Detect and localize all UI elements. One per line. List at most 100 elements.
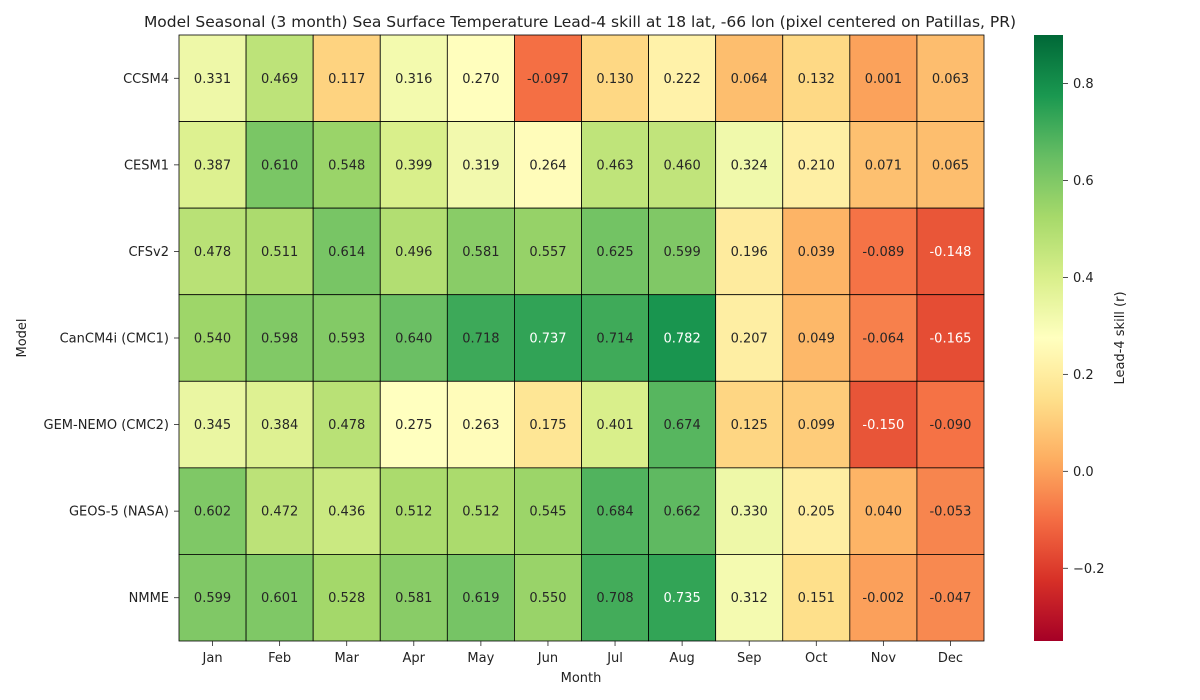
colorbar-tick-label: 0.0 — [1073, 465, 1094, 480]
cell-value-label: 0.387 — [194, 158, 231, 173]
x-tick-label: Sep — [737, 651, 762, 666]
colorbar-tick-label: 0.8 — [1073, 77, 1094, 92]
heatmap-cell — [715, 467, 784, 555]
heatmap-cell — [581, 380, 649, 469]
x-tick-label: Nov — [871, 651, 897, 666]
heatmap-cell — [849, 121, 918, 209]
x-tick-label: Apr — [403, 651, 426, 666]
heatmap-cell — [581, 294, 649, 382]
y-tick-label: CESM1 — [124, 158, 169, 173]
heatmap-cell — [782, 34, 851, 122]
heatmap-cell — [782, 554, 851, 642]
cell-value-label: 0.512 — [462, 505, 499, 520]
cell-value-label: 0.478 — [194, 245, 231, 260]
cell-value-label: 0.782 — [664, 332, 701, 347]
heatmap-cell — [782, 121, 851, 209]
heatmap-cell — [648, 121, 717, 209]
cell-value-label: 0.071 — [865, 158, 902, 173]
cell-value-label: -0.089 — [862, 245, 904, 260]
heatmap-cell — [849, 294, 918, 382]
cell-value-label: 0.125 — [731, 418, 768, 433]
cell-value-label: 0.598 — [261, 332, 298, 347]
colorbar-tick-label: 0.6 — [1073, 174, 1094, 189]
colorbar-tick-label: −0.2 — [1073, 562, 1105, 577]
cell-value-label: 0.049 — [798, 332, 835, 347]
cell-value-label: 0.708 — [596, 591, 633, 606]
cell-value-label: 0.270 — [462, 72, 499, 87]
cell-value-label: 0.614 — [328, 245, 365, 260]
heatmap-cell — [916, 554, 985, 642]
chart-title: Model Seasonal (3 month) Sea Surface Tem… — [144, 13, 1016, 31]
y-tick-label: NMME — [129, 591, 169, 606]
heatmap-cell — [849, 207, 918, 296]
cell-value-label: 0.512 — [395, 505, 432, 520]
x-tick-label: Jan — [202, 651, 223, 666]
cell-value-label: -0.148 — [929, 245, 971, 260]
heatmap-cell — [312, 554, 381, 642]
heatmap-cell — [849, 554, 918, 642]
heatmap-cell — [514, 294, 582, 382]
heatmap-cell — [916, 207, 985, 296]
cell-value-label: 0.619 — [462, 591, 499, 606]
heatmap-cell — [581, 554, 649, 642]
cell-value-label: 0.040 — [865, 505, 902, 520]
heatmap-cell — [782, 467, 851, 555]
cell-value-label: 0.662 — [664, 505, 701, 520]
heatmap-cell — [379, 121, 448, 209]
cell-value-label: 0.312 — [731, 591, 768, 606]
colorbar-gradient — [1034, 35, 1063, 641]
cell-value-label: 0.472 — [261, 505, 298, 520]
cell-value-label: 0.674 — [664, 418, 701, 433]
cell-value-label: 0.401 — [596, 418, 633, 433]
cell-value-label: 0.063 — [932, 72, 969, 87]
cell-value-label: -0.090 — [929, 418, 971, 433]
heatmap-cell — [245, 121, 314, 209]
cell-value-label: 0.099 — [798, 418, 835, 433]
heatmap-cell — [245, 554, 314, 642]
cell-value-label: 0.714 — [596, 332, 633, 347]
cell-value-label: 0.436 — [328, 505, 365, 520]
heatmap-cell — [178, 467, 247, 555]
heatmap-cell — [312, 207, 381, 296]
heatmap-cell — [514, 34, 582, 122]
heatmap-cell — [178, 380, 247, 469]
cell-value-label: 0.610 — [261, 158, 298, 173]
cell-value-label: 0.316 — [395, 72, 432, 87]
cell-value-label: 0.735 — [664, 591, 701, 606]
heatmap-cell — [715, 380, 784, 469]
cell-value-label: 0.319 — [462, 158, 499, 173]
heatmap-cell — [446, 34, 515, 122]
cell-value-label: -0.097 — [527, 72, 569, 87]
heatmap-cell — [379, 294, 448, 382]
x-tick-label: Feb — [268, 651, 291, 666]
heatmap-cell — [312, 121, 381, 209]
heatmap-cell — [715, 294, 784, 382]
heatmap-cell — [916, 294, 985, 382]
colorbar-label: Lead-4 skill (r) — [1113, 291, 1128, 384]
cell-value-label: -0.150 — [862, 418, 904, 433]
heatmap-cell — [446, 121, 515, 209]
cell-value-label: 0.330 — [731, 505, 768, 520]
heatmap-cell — [446, 554, 515, 642]
heatmap-cell — [514, 380, 582, 469]
cell-value-label: 0.478 — [328, 418, 365, 433]
cell-value-label: 0.345 — [194, 418, 231, 433]
heatmap-cell — [514, 467, 582, 555]
x-tick-label: Dec — [938, 651, 963, 666]
heatmap-cell — [849, 380, 918, 469]
cell-value-label: 0.207 — [731, 332, 768, 347]
cell-value-label: 0.496 — [395, 245, 432, 260]
y-axis-label: Model — [15, 318, 30, 357]
x-tick-label: Aug — [669, 651, 694, 666]
cell-value-label: 0.324 — [731, 158, 768, 173]
colorbar-tick-label: 0.4 — [1073, 271, 1094, 286]
cell-value-label: 0.545 — [529, 505, 566, 520]
cell-value-label: 0.548 — [328, 158, 365, 173]
heatmap-cell — [648, 34, 717, 122]
cell-value-label: 0.065 — [932, 158, 969, 173]
heatmap-cell — [379, 207, 448, 296]
x-axis-label: Month — [561, 671, 602, 686]
y-tick-label: CCSM4 — [123, 72, 169, 87]
cell-value-label: 0.222 — [664, 72, 701, 87]
